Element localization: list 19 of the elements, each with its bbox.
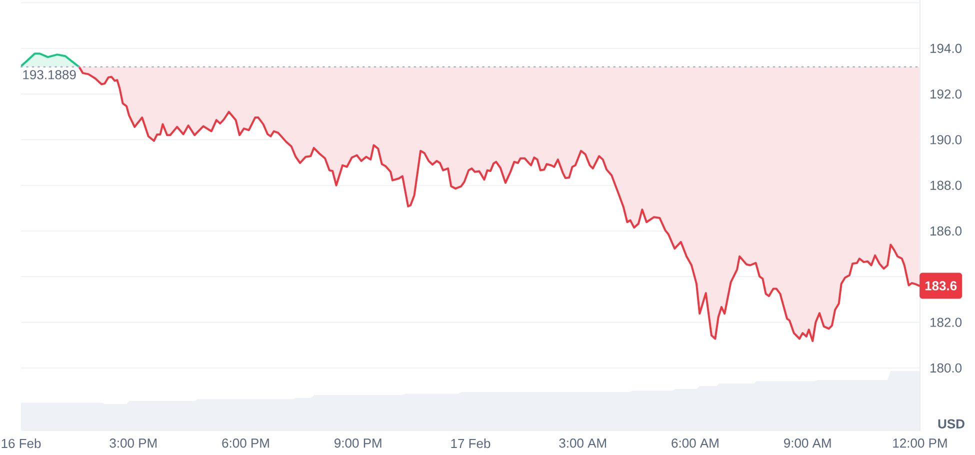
x-tick-label: 6:00 AM (672, 438, 718, 448)
annotation: 183.6 (925, 281, 957, 290)
y-tick-label: 188.0 (930, 180, 962, 190)
x-tick-label: 9:00 AM (784, 438, 831, 448)
ref-line-label: 193.1889 (23, 70, 76, 80)
y-tick-label: 192.0 (930, 89, 962, 99)
x-tick-label: 9:00 PM (334, 438, 382, 448)
x-tick-label: 12:00 PM (893, 438, 947, 448)
y-tick-label: 190.0 (930, 135, 962, 144)
x-tick-label: 16 Feb (2, 438, 41, 448)
y-axis-title: USD (938, 419, 964, 428)
x-tick-label: 3:00 PM (110, 438, 157, 448)
y-tick-label: 180.0 (930, 363, 962, 373)
x-tick-label: 3:00 AM (559, 438, 606, 448)
y-tick-label: 194.0 (930, 44, 962, 53)
y-tick-label: 186.0 (930, 226, 962, 236)
x-tick-label: 17 Feb (451, 438, 490, 448)
y-tick-label: 182.0 (930, 318, 962, 327)
x-tick-label: 6:00 PM (222, 438, 269, 448)
